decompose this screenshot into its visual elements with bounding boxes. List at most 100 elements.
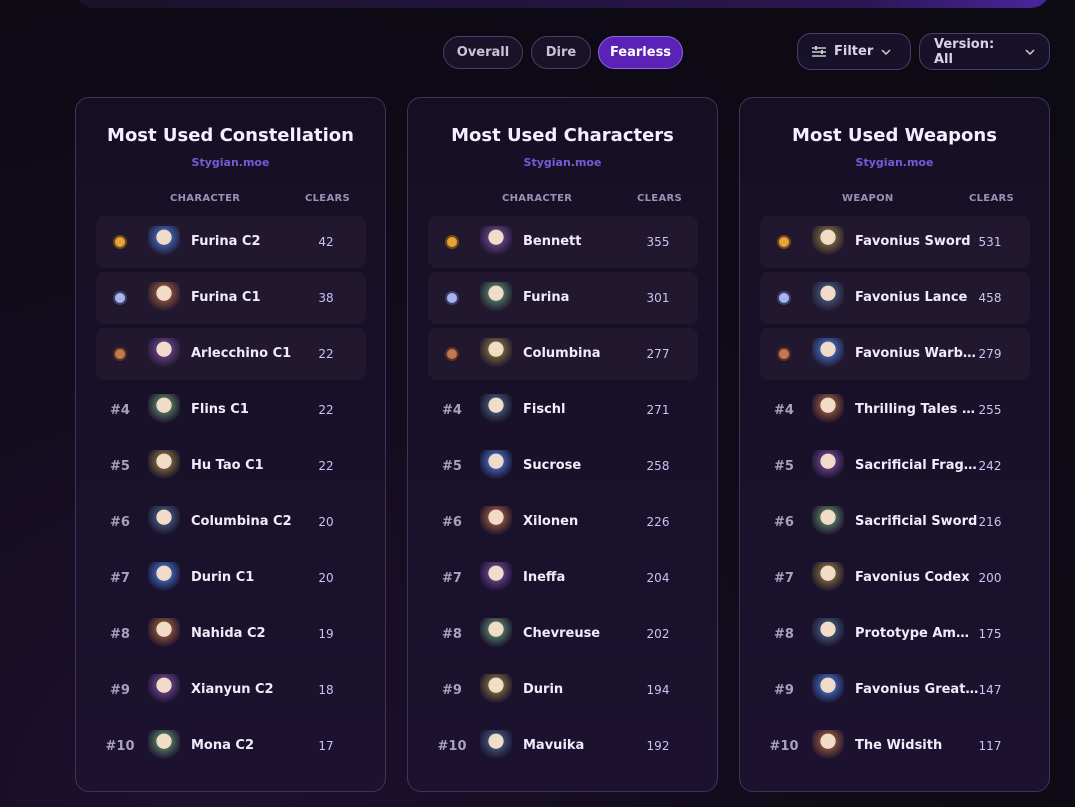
row: #8 Nahida C2 19 — [96, 608, 366, 660]
name: Sacrificial Frag… — [855, 458, 977, 473]
name: Favonius Great… — [855, 682, 979, 697]
clears: 226 — [646, 515, 670, 529]
clears: 204 — [646, 571, 670, 585]
clears: 531 — [978, 235, 1002, 249]
avatar — [148, 282, 180, 314]
row: #4 Fischl 271 — [428, 384, 698, 436]
avatar — [148, 394, 180, 426]
name: Furina — [523, 290, 570, 305]
rank: #7 — [442, 570, 462, 586]
name: Favonius Warb… — [855, 346, 976, 361]
row: #4 Flins C1 22 — [96, 384, 366, 436]
clears: 17 — [318, 739, 334, 753]
rank — [428, 328, 476, 380]
tab[interactable]: Overall — [443, 36, 523, 69]
rank: #8 — [442, 626, 462, 642]
avatar — [812, 450, 844, 482]
chevron — [881, 48, 891, 55]
rank: #8 — [110, 626, 130, 642]
medal-icon — [113, 291, 127, 305]
clears: 192 — [646, 739, 670, 753]
clears: 22 — [318, 459, 334, 473]
top-bar — [75, 0, 1050, 8]
avatar — [480, 506, 512, 538]
row: #5 Sacrificial Frag… 242 — [760, 440, 1030, 492]
clears: 242 — [978, 459, 1002, 473]
rank: #7 — [110, 570, 130, 586]
version-select[interactable]: Version: All — [919, 33, 1050, 70]
avatar — [812, 562, 844, 594]
clears: 18 — [318, 683, 334, 697]
rank: #8 — [774, 626, 794, 642]
name: Columbina C2 — [191, 514, 292, 529]
row: #7 Ineffa 204 — [428, 552, 698, 604]
clears: 42 — [318, 235, 334, 249]
avatar — [148, 506, 180, 538]
avatar — [148, 562, 180, 594]
panel-source: Stygian.moe — [191, 156, 270, 169]
avatar — [812, 618, 844, 650]
rank: #6 — [774, 514, 794, 530]
panel: Most Used Weapons Stygian.moe WEAPON CLEARS… — [739, 97, 1050, 792]
avatar — [480, 338, 512, 370]
column-header: CLEARS — [969, 193, 1014, 204]
clears: 355 — [646, 235, 670, 249]
row: Furina 301 — [428, 272, 698, 324]
avatar — [148, 674, 180, 706]
avatar — [480, 282, 512, 314]
name: Ineffa — [523, 570, 566, 585]
name: Thrilling Tales … — [855, 402, 975, 417]
row: Arlecchino C1 22 — [96, 328, 366, 380]
name: Favonius Sword — [855, 234, 971, 249]
clears: 279 — [978, 347, 1002, 361]
row: Favonius Warb… 279 — [760, 328, 1030, 380]
row: #5 Hu Tao C1 22 — [96, 440, 366, 492]
avatar — [480, 674, 512, 706]
tab[interactable]: Dire — [531, 36, 591, 69]
rank: #5 — [110, 458, 130, 474]
row: #6 Columbina C2 20 — [96, 496, 366, 548]
name: Xilonen — [523, 514, 579, 529]
clears: 216 — [978, 515, 1002, 529]
medal-icon — [113, 347, 127, 361]
rank: #9 — [442, 682, 462, 698]
rank: #10 — [769, 738, 799, 754]
name: Sucrose — [523, 458, 582, 473]
row: Bennett 355 — [428, 216, 698, 268]
rank — [96, 328, 144, 380]
avatar — [812, 338, 844, 370]
rank: #6 — [110, 514, 130, 530]
rank — [428, 272, 476, 324]
filter-button[interactable]: Filter — [797, 33, 911, 70]
clears: 20 — [318, 571, 334, 585]
clears: 19 — [318, 627, 334, 641]
row: #10 Mavuika 192 — [428, 720, 698, 772]
panel-title: Most Used Weapons — [792, 125, 997, 146]
avatar — [148, 450, 180, 482]
clears: 458 — [978, 291, 1002, 305]
clears: 22 — [318, 403, 334, 417]
name: Prototype Am… — [855, 626, 969, 641]
row: #9 Durin 194 — [428, 664, 698, 716]
clears: 258 — [646, 459, 670, 473]
tab[interactable]: Fearless — [598, 36, 683, 69]
row: #7 Durin C1 20 — [96, 552, 366, 604]
name: Furina C1 — [191, 290, 261, 305]
panel: Most Used Characters Stygian.moe CHARACTER… — [407, 97, 718, 792]
avatar — [148, 226, 180, 258]
clears: 194 — [646, 683, 670, 697]
column-header: CHARACTER — [170, 193, 241, 204]
row: #4 Thrilling Tales … 255 — [760, 384, 1030, 436]
clears: 38 — [318, 291, 334, 305]
row: #8 Chevreuse 202 — [428, 608, 698, 660]
row: #8 Prototype Am… 175 — [760, 608, 1030, 660]
rank: #9 — [110, 682, 130, 698]
rank: #5 — [442, 458, 462, 474]
clears: 147 — [978, 683, 1002, 697]
avatar — [148, 338, 180, 370]
name: Mavuika — [523, 738, 585, 753]
name: Bennett — [523, 234, 582, 249]
name: Favonius Codex — [855, 570, 970, 585]
row: #9 Favonius Great… 147 — [760, 664, 1030, 716]
medal-icon — [445, 347, 459, 361]
